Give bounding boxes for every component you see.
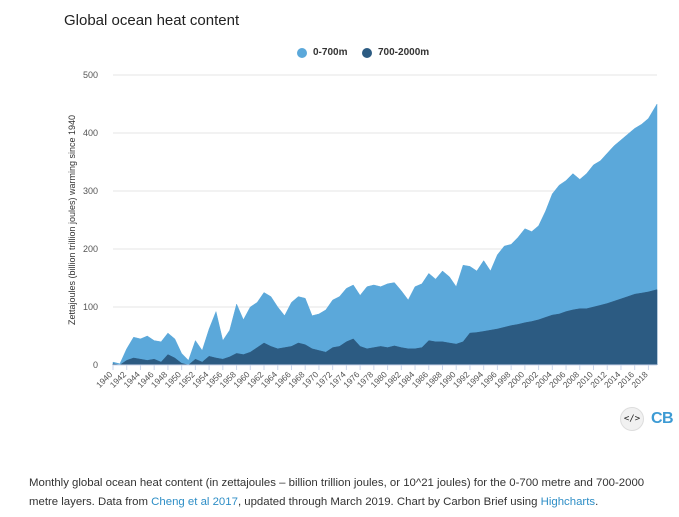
- y-tick-label: 0: [93, 360, 98, 370]
- area-series-700-2000m: [112, 289, 658, 366]
- code-icon[interactable]: </>: [620, 407, 644, 431]
- area-series-0-700m: [112, 103, 658, 366]
- chart-title: Global ocean heat content: [64, 12, 240, 29]
- legend: 0-700m 700-2000m: [0, 47, 679, 65]
- cheng-link[interactable]: Cheng et al 2017: [151, 496, 238, 508]
- y-axis-ticks: 0 100 200 300 400 500: [83, 70, 98, 370]
- y-tick-label: 400: [83, 128, 98, 138]
- y-tick-label: 100: [83, 302, 98, 312]
- chart-toolbar: </> CB: [620, 407, 674, 431]
- series-areas: [112, 103, 658, 366]
- legend-item-700-2000m[interactable]: 700-2000m: [362, 47, 429, 58]
- x-axis-ticks: 1940194219441946194819501952195419561958…: [94, 365, 650, 390]
- y-axis-label: Zettajoules (billion trillion joules) wa…: [67, 115, 77, 325]
- caption-text: Monthly global ocean heat content (in ze…: [29, 477, 645, 508]
- y-tick-label: 500: [83, 70, 98, 80]
- legend-label: 700-2000m: [378, 47, 430, 58]
- y-tick-label: 300: [83, 186, 98, 196]
- caption-text: .: [595, 496, 599, 508]
- caption: Monthly global ocean heat content (in ze…: [29, 474, 674, 512]
- legend-marker-icon: [297, 47, 307, 58]
- caption-text: , updated through March 2019. Chart by C…: [237, 496, 541, 508]
- highcharts-link[interactable]: Highcharts: [540, 496, 596, 508]
- carbon-brief-logo: CB: [651, 410, 674, 427]
- y-tick-label: 200: [83, 244, 98, 254]
- legend-item-0-700m[interactable]: 0-700m: [297, 47, 347, 58]
- legend-label: 0-700m: [313, 47, 348, 58]
- x-tick-label: 2018: [629, 369, 650, 390]
- legend-marker-icon: [362, 47, 372, 58]
